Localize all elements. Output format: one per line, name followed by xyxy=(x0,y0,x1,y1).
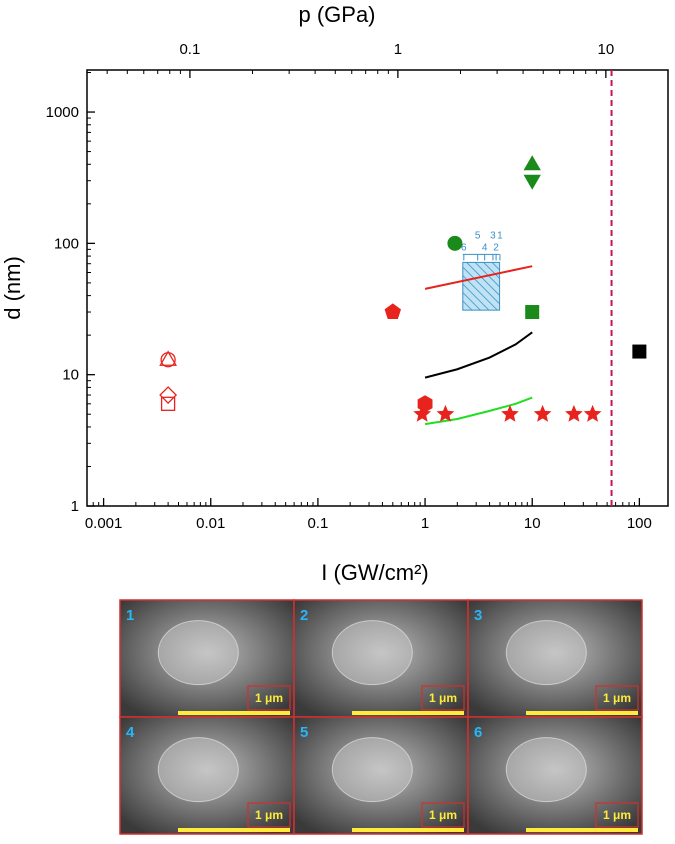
scale-bar xyxy=(526,828,638,832)
curve xyxy=(424,265,533,290)
sem-image xyxy=(467,716,643,835)
scale-bar xyxy=(178,711,290,715)
hatched-region xyxy=(462,261,501,311)
scale-label: 1 μm xyxy=(255,691,283,705)
y-tick-label: 10 xyxy=(62,367,79,384)
marker xyxy=(523,174,541,190)
sem-feature xyxy=(331,620,413,686)
marker xyxy=(533,404,552,422)
curve xyxy=(424,331,533,379)
x-tick-label: 0.001 xyxy=(85,515,123,532)
sem-image xyxy=(119,716,295,835)
marker xyxy=(417,395,433,413)
x-tick-label: 0.1 xyxy=(307,515,328,532)
x2-tick-label: 1 xyxy=(394,41,402,58)
region-label: 4 xyxy=(482,242,488,253)
region-label: 1 xyxy=(497,230,503,241)
sem-feature xyxy=(157,620,239,686)
scale-label: 1 μm xyxy=(429,691,457,705)
y-tick-label: 100 xyxy=(54,235,79,252)
scale-box xyxy=(421,685,465,711)
marker xyxy=(159,386,178,404)
scale-bar xyxy=(178,828,290,832)
marker xyxy=(384,303,402,319)
marker xyxy=(565,404,583,422)
marker xyxy=(160,352,176,368)
scale-box xyxy=(247,685,291,711)
region-label: 6 xyxy=(461,242,467,253)
sem-image xyxy=(119,599,295,718)
panel-number: 2 xyxy=(300,607,308,624)
plot-frame xyxy=(86,69,669,507)
scale-box xyxy=(421,802,465,828)
panel-number: 6 xyxy=(474,724,482,741)
sem-feature xyxy=(505,620,587,686)
scale-box xyxy=(595,802,639,828)
marker xyxy=(436,404,455,422)
x-tick-label: 100 xyxy=(627,515,652,532)
region-label: 5 xyxy=(475,230,481,241)
marker xyxy=(523,155,541,171)
marker xyxy=(413,404,432,422)
marker xyxy=(160,396,176,411)
x-tick-label: 1 xyxy=(421,515,429,532)
panel-number: 1 xyxy=(126,607,134,624)
marker xyxy=(632,344,647,359)
panel-number: 4 xyxy=(126,724,135,741)
x2-tick-label: 10 xyxy=(598,41,615,58)
marker xyxy=(447,235,463,251)
scale-bar xyxy=(352,711,464,715)
sem-feature xyxy=(505,737,587,803)
scale-label: 1 μm xyxy=(255,808,283,822)
marker xyxy=(525,305,540,320)
panel-number: 3 xyxy=(474,607,482,624)
x-tick-label: 10 xyxy=(524,515,541,532)
y-tick-label: 1 xyxy=(71,498,79,515)
sem-feature xyxy=(331,737,413,803)
x2-axis-label: p (GPa) xyxy=(298,2,375,27)
y-axis-label: d (nm) xyxy=(0,256,25,320)
region-label: 3 xyxy=(490,230,496,241)
panel-number: 5 xyxy=(300,724,308,741)
scale-box xyxy=(595,685,639,711)
scale-bar xyxy=(526,711,638,715)
region-label: 2 xyxy=(493,242,499,253)
marker xyxy=(159,350,178,366)
scale-bar xyxy=(352,828,464,832)
marker xyxy=(583,404,602,422)
sem-feature xyxy=(157,737,239,803)
marker xyxy=(501,404,519,422)
x-axis-label: I (GW/cm²) xyxy=(321,560,429,585)
scale-box xyxy=(247,802,291,828)
x2-tick-label: 0.1 xyxy=(179,41,200,58)
x-tick-label: 0.01 xyxy=(196,515,225,532)
curve xyxy=(424,396,533,426)
scale-label: 1 μm xyxy=(603,808,631,822)
sem-image xyxy=(293,716,469,835)
y-tick-label: 1000 xyxy=(46,104,79,121)
scale-label: 1 μm xyxy=(429,808,457,822)
sem-image xyxy=(467,599,643,718)
scale-label: 1 μm xyxy=(603,691,631,705)
